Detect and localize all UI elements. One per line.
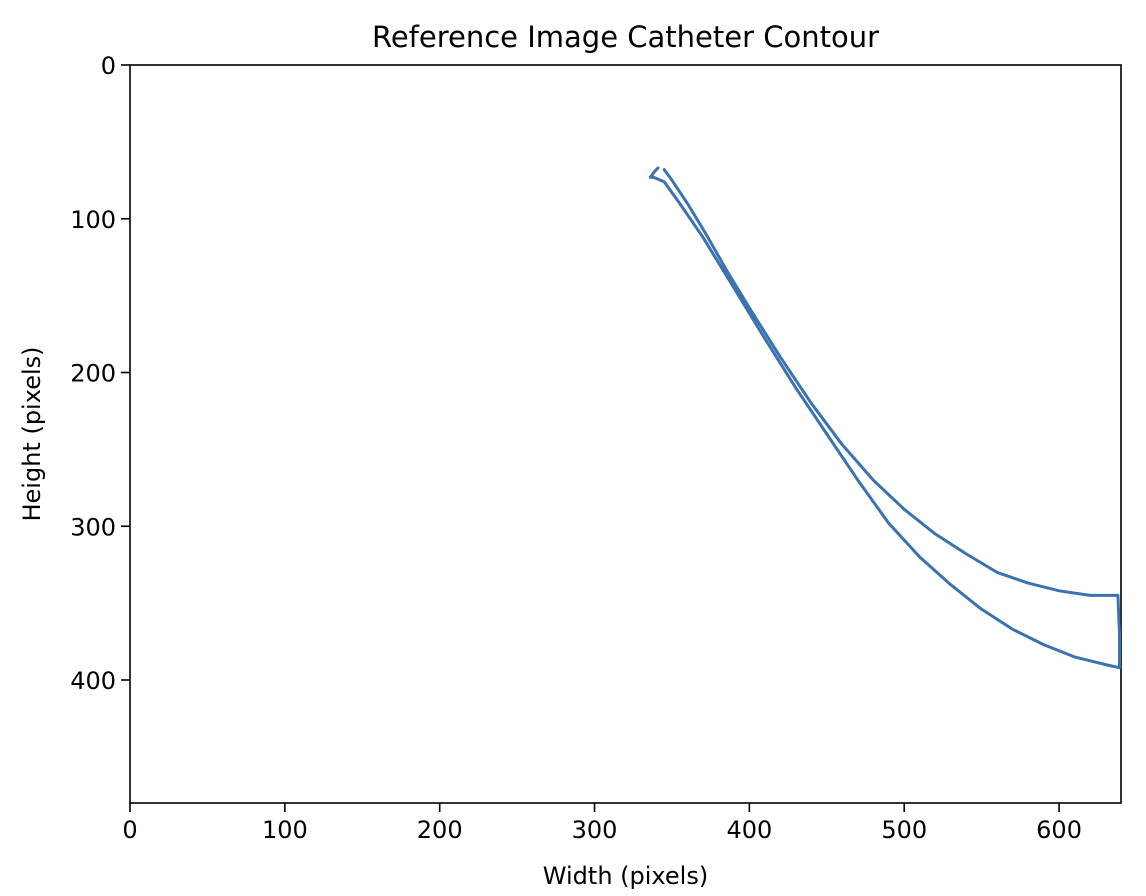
y-tick-label: 200 [70,360,116,388]
y-axis-label: Height (pixels) [18,347,46,522]
x-axis-label: Width (pixels) [543,862,708,890]
x-tick-label: 400 [726,816,772,844]
x-tick-label: 0 [122,816,137,844]
y-tick-label: 400 [70,667,116,695]
y-tick-label: 0 [101,52,116,80]
y-axis-ticks: 0 100 200 300 400 [70,52,130,695]
x-tick-label: 500 [881,816,927,844]
y-tick-label: 300 [70,513,116,541]
y-tick-label: 100 [70,206,116,234]
plot-area [129,64,1122,804]
x-tick-label: 600 [1036,816,1082,844]
x-axis-ticks: 0 100 200 300 400 500 600 [122,803,1082,844]
contour-line [648,166,1121,670]
x-tick-label: 300 [572,816,618,844]
x-tick-label: 200 [417,816,463,844]
series-layer [648,166,1121,670]
plot-frame [129,64,1122,804]
x-tick-label: 100 [262,816,308,844]
chart-title: Reference Image Catheter Contour [372,20,879,54]
